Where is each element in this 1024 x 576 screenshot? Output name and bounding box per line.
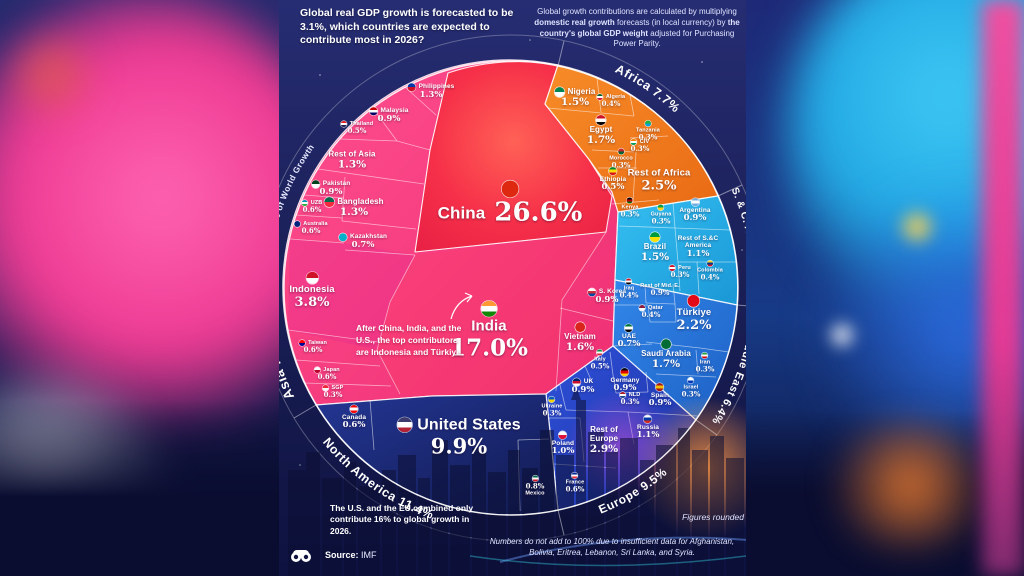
blurred-background-right bbox=[745, 0, 1024, 576]
blur-dark-bottom-left bbox=[0, 400, 279, 576]
footnote-us-eu: The U.S. and the EU combined only contri… bbox=[330, 503, 474, 536]
visual-capitalist-logo-icon bbox=[289, 543, 313, 572]
blur-white-dot bbox=[825, 318, 859, 352]
blur-yellow-dot bbox=[895, 205, 939, 249]
headline-question: Global real GDP growth is forecasted to … bbox=[300, 7, 514, 47]
chart-annotation: After China, India, and the U.S., the to… bbox=[356, 323, 464, 357]
infographic-panel bbox=[279, 0, 746, 576]
source-line: Source: IMF bbox=[325, 550, 377, 560]
blur-orange-glow bbox=[815, 420, 1005, 550]
figures-rounded-note: Figures rounded bbox=[682, 512, 744, 522]
methodology-note: Global growth contributions are calculat… bbox=[534, 7, 740, 49]
source-value: IMF bbox=[361, 550, 377, 560]
source-label: Source: bbox=[325, 550, 359, 560]
blur-pink-band bbox=[982, 0, 1024, 576]
blur-red-dot bbox=[2, 26, 102, 126]
data-coverage-note: Numbers do not add to 100% due to insuff… bbox=[489, 537, 735, 558]
blurred-background-left bbox=[0, 0, 279, 576]
